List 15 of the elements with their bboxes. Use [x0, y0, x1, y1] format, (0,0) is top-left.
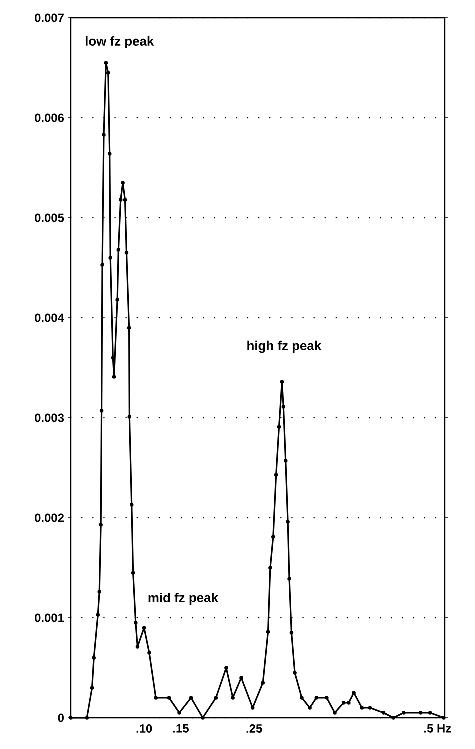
y-tick-label: 0.006	[35, 114, 64, 122]
y-tick-label: 0.002	[35, 514, 64, 522]
y-tick-label: 0.005	[35, 214, 64, 222]
y-tick-label: 0.004	[35, 314, 64, 322]
x-tick-label: .15	[174, 724, 189, 733]
annotation: low fz peak	[86, 36, 154, 49]
y-tick-label: 0.003	[35, 414, 64, 422]
y-tick-label: 0.001	[35, 614, 64, 622]
annotation: high fz peak	[248, 340, 322, 354]
x-tick-label: .10	[136, 724, 152, 733]
annotation: mid fz peak	[148, 592, 218, 606]
y-tick-label: 0	[58, 714, 64, 722]
x-tick-label: .25	[246, 724, 262, 733]
y-tick-label: 0.007	[35, 14, 64, 22]
x-tick-label: .5 Hz	[424, 724, 452, 733]
